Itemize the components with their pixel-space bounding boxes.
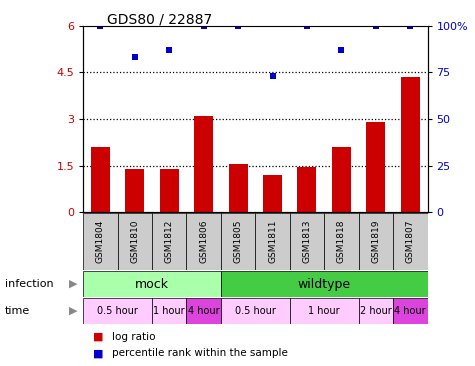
Bar	[256, 213, 290, 270]
Point	[372, 23, 380, 29]
Bar	[401, 77, 420, 212]
Bar	[152, 213, 186, 270]
Bar	[221, 213, 256, 270]
Bar	[393, 298, 428, 324]
Point	[269, 73, 276, 79]
Text: GSM1812: GSM1812	[165, 220, 174, 264]
Bar	[186, 213, 221, 270]
Text: GSM1804: GSM1804	[96, 220, 105, 264]
Bar	[393, 213, 428, 270]
Point	[96, 23, 104, 29]
Text: 2 hour: 2 hour	[360, 306, 392, 316]
Bar	[297, 167, 316, 212]
Text: GSM1805: GSM1805	[234, 220, 243, 264]
Bar	[228, 164, 247, 212]
Text: GSM1819: GSM1819	[371, 220, 380, 264]
Bar	[91, 147, 110, 212]
Point	[234, 23, 242, 29]
Text: GSM1807: GSM1807	[406, 220, 415, 264]
Text: log ratio: log ratio	[112, 332, 155, 342]
Bar	[160, 169, 179, 212]
Bar	[83, 213, 118, 270]
Bar	[194, 116, 213, 212]
Text: ▶: ▶	[69, 306, 78, 316]
Bar	[366, 122, 385, 212]
Text: 0.5 hour: 0.5 hour	[97, 306, 138, 316]
Bar	[359, 213, 393, 270]
Text: 0.5 hour: 0.5 hour	[235, 306, 276, 316]
Text: 4 hour: 4 hour	[188, 306, 219, 316]
Text: GSM1818: GSM1818	[337, 220, 346, 264]
Bar	[221, 298, 290, 324]
Bar	[263, 175, 282, 212]
Bar	[83, 271, 221, 297]
Bar	[359, 298, 393, 324]
Point	[200, 23, 208, 29]
Point	[338, 47, 345, 53]
Text: 4 hour: 4 hour	[394, 306, 426, 316]
Text: GSM1811: GSM1811	[268, 220, 277, 264]
Text: ■: ■	[93, 348, 103, 358]
Bar	[118, 213, 152, 270]
Text: mock: mock	[135, 277, 169, 291]
Point	[165, 47, 173, 53]
Point	[303, 23, 311, 29]
Text: 1 hour: 1 hour	[153, 306, 185, 316]
Text: wildtype: wildtype	[298, 277, 351, 291]
Text: GSM1813: GSM1813	[303, 220, 312, 264]
Text: 1 hour: 1 hour	[308, 306, 340, 316]
Bar	[324, 213, 359, 270]
Bar	[125, 169, 144, 212]
Text: GSM1806: GSM1806	[199, 220, 208, 264]
Bar	[83, 298, 152, 324]
Point	[407, 23, 414, 29]
Bar	[152, 298, 186, 324]
Text: ■: ■	[93, 332, 103, 342]
Bar	[290, 298, 359, 324]
Text: GSM1810: GSM1810	[130, 220, 139, 264]
Text: time: time	[5, 306, 30, 316]
Point	[131, 55, 139, 60]
Text: GDS80 / 22887: GDS80 / 22887	[107, 13, 212, 27]
Bar	[332, 147, 351, 212]
Bar	[221, 271, 428, 297]
Text: infection: infection	[5, 279, 53, 289]
Bar	[290, 213, 324, 270]
Text: ▶: ▶	[69, 279, 78, 289]
Bar	[186, 298, 221, 324]
Text: percentile rank within the sample: percentile rank within the sample	[112, 348, 287, 358]
